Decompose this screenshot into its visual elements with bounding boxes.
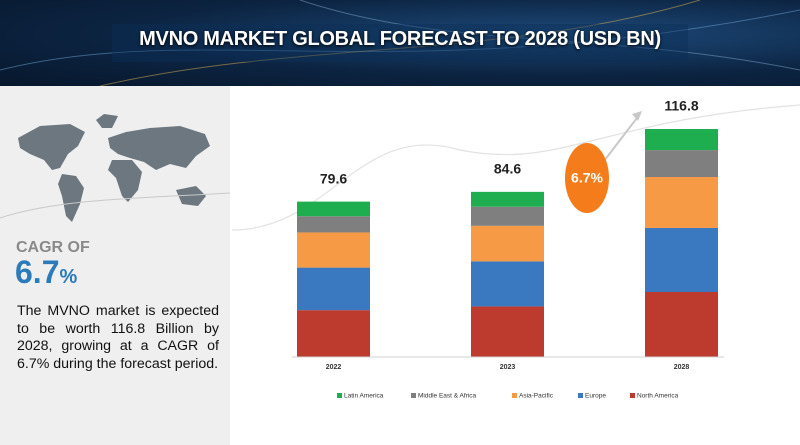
bar-segment [471,191,544,207]
legend-swatch [630,393,635,398]
header: MVNO MARKET GLOBAL FORECAST TO 2028 (USD… [0,0,800,86]
total-label: 84.6 [494,161,521,177]
cagr-bubble [565,143,609,213]
bar-segment [471,206,544,226]
legend-swatch [578,393,583,398]
cagr-bubble-label: 6.7% [571,170,603,186]
legend-label: North America [637,393,679,400]
bar-segment [645,177,718,228]
title: MVNO MARKET GLOBAL FORECAST TO 2028 (USD… [139,28,661,50]
cagr-figure: 6.7% [15,254,77,291]
bar-segment [471,261,544,307]
bar-segment [297,310,370,357]
bar-segment [645,227,718,292]
legend-swatch [512,393,517,398]
total-label: 116.8 [664,98,698,114]
x-tick-label: 2023 [500,364,516,371]
bar-segment [645,129,718,151]
growth-arrow-head [632,111,642,121]
bar-segment [471,225,544,262]
bar-segment [471,306,544,357]
header-decor [0,0,800,86]
legend-label: Europe [585,393,606,400]
bar-segment [297,201,370,217]
bar-segment [645,291,718,357]
cagr-unit: % [59,266,78,288]
bar-segment [645,150,718,178]
left-panel: CAGR OF 6.7% The MVNO market is expected… [0,86,230,445]
description: The MVNO market is expected to be worth … [17,303,219,372]
legend-swatch [337,393,342,398]
total-label: 79.6 [320,170,347,186]
legend-label: Middle East & Africa [418,393,477,400]
bar-segment [297,216,370,233]
bar-segment [297,232,370,268]
x-tick-label: 2022 [326,364,342,371]
legend-label: Latin America [344,393,384,400]
x-tick-label: 2028 [674,364,690,371]
legend-swatch [411,393,416,398]
legend-label: Asia-Pacific [519,393,554,400]
cagr-value: 6.7 [15,254,60,290]
world-map [0,114,230,222]
bar-segment [297,267,370,311]
cagr-label: CAGR OF [16,239,90,256]
